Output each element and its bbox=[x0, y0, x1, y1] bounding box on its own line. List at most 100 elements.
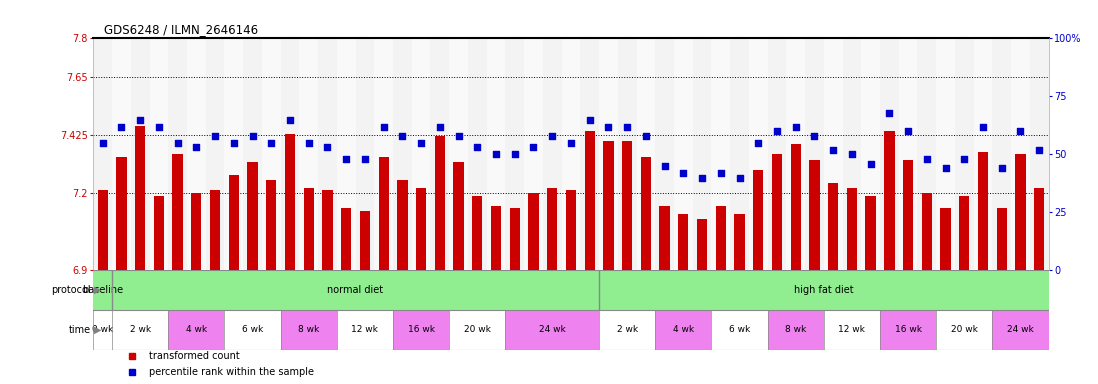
Bar bbox=[600, 310, 656, 350]
Bar bbox=[435, 136, 445, 270]
Bar bbox=[281, 38, 300, 270]
Bar bbox=[393, 310, 449, 350]
Bar bbox=[600, 38, 618, 270]
Bar bbox=[918, 38, 937, 270]
Bar bbox=[879, 310, 937, 350]
Text: 2 wk: 2 wk bbox=[130, 325, 150, 334]
Bar bbox=[505, 38, 524, 270]
Bar bbox=[772, 154, 782, 270]
Text: GDS6248 / ILMN_2646146: GDS6248 / ILMN_2646146 bbox=[104, 23, 258, 36]
Text: normal diet: normal diet bbox=[327, 285, 383, 295]
Bar bbox=[262, 38, 281, 270]
Text: 0 wk: 0 wk bbox=[92, 325, 113, 334]
Point bbox=[206, 133, 224, 139]
Bar bbox=[112, 270, 600, 310]
Bar bbox=[509, 209, 520, 270]
Point bbox=[918, 156, 935, 162]
Bar bbox=[974, 38, 993, 270]
Bar bbox=[116, 157, 126, 270]
Bar bbox=[584, 131, 595, 270]
Point bbox=[356, 156, 373, 162]
Bar bbox=[1016, 154, 1026, 270]
Bar bbox=[903, 159, 914, 270]
Bar bbox=[284, 134, 295, 270]
Text: 4 wk: 4 wk bbox=[673, 325, 694, 334]
Bar bbox=[997, 209, 1007, 270]
Point bbox=[1011, 128, 1029, 134]
Text: protocol: protocol bbox=[52, 285, 91, 295]
Point bbox=[974, 123, 991, 129]
Bar bbox=[210, 190, 221, 270]
Bar bbox=[266, 180, 277, 270]
Bar bbox=[847, 188, 858, 270]
Bar bbox=[416, 188, 426, 270]
Text: 16 wk: 16 wk bbox=[895, 325, 921, 334]
Point bbox=[731, 174, 749, 180]
Point bbox=[637, 133, 654, 139]
Bar bbox=[716, 206, 726, 270]
Text: ▶: ▶ bbox=[94, 325, 102, 335]
Bar bbox=[618, 38, 637, 270]
Bar bbox=[786, 38, 805, 270]
Point bbox=[450, 133, 468, 139]
Bar bbox=[356, 38, 374, 270]
Point bbox=[488, 151, 505, 157]
Bar bbox=[809, 159, 819, 270]
Point bbox=[432, 123, 449, 129]
Bar bbox=[224, 310, 281, 350]
Point bbox=[94, 140, 112, 146]
Bar bbox=[154, 195, 164, 270]
Point bbox=[881, 109, 898, 116]
Point bbox=[562, 140, 580, 146]
Bar bbox=[697, 219, 707, 270]
Bar bbox=[937, 310, 993, 350]
Bar bbox=[303, 188, 314, 270]
Point bbox=[132, 116, 149, 122]
Bar bbox=[341, 209, 351, 270]
Point bbox=[281, 116, 299, 122]
Point bbox=[188, 144, 205, 151]
Point bbox=[337, 156, 355, 162]
Bar bbox=[637, 38, 656, 270]
Bar bbox=[791, 144, 800, 270]
Bar bbox=[168, 310, 224, 350]
Bar bbox=[98, 190, 108, 270]
Bar bbox=[693, 38, 712, 270]
Bar bbox=[712, 310, 768, 350]
Point bbox=[300, 140, 317, 146]
Bar bbox=[149, 38, 168, 270]
Bar bbox=[187, 38, 205, 270]
Bar bbox=[1034, 188, 1044, 270]
Bar bbox=[679, 214, 688, 270]
Bar bbox=[468, 38, 486, 270]
Bar bbox=[93, 310, 112, 350]
Point bbox=[600, 123, 617, 129]
Bar bbox=[524, 38, 542, 270]
Bar bbox=[505, 310, 600, 350]
Bar bbox=[228, 175, 239, 270]
Text: 20 wk: 20 wk bbox=[951, 325, 977, 334]
Bar bbox=[993, 310, 1049, 350]
Text: 6 wk: 6 wk bbox=[242, 325, 264, 334]
Bar bbox=[491, 206, 501, 270]
Bar bbox=[337, 38, 356, 270]
Bar bbox=[172, 154, 182, 270]
Point bbox=[506, 151, 524, 157]
Point bbox=[937, 165, 954, 171]
Bar bbox=[993, 38, 1011, 270]
Point bbox=[656, 163, 673, 169]
Bar bbox=[205, 38, 224, 270]
Bar bbox=[565, 190, 576, 270]
Point bbox=[899, 128, 917, 134]
Bar bbox=[921, 193, 932, 270]
Bar bbox=[884, 131, 895, 270]
Text: 12 wk: 12 wk bbox=[839, 325, 865, 334]
Point bbox=[262, 140, 280, 146]
Bar bbox=[730, 38, 749, 270]
Point bbox=[413, 140, 430, 146]
Bar bbox=[449, 310, 505, 350]
Text: transformed count: transformed count bbox=[148, 351, 239, 361]
Point bbox=[393, 133, 411, 139]
Bar bbox=[824, 38, 842, 270]
Bar bbox=[243, 38, 262, 270]
